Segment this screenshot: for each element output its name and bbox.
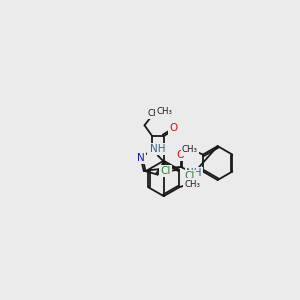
Text: Cl: Cl bbox=[184, 171, 194, 181]
Text: CH₃: CH₃ bbox=[157, 107, 172, 116]
Text: N: N bbox=[137, 153, 145, 163]
Text: N: N bbox=[148, 145, 156, 155]
Text: CH₃: CH₃ bbox=[184, 180, 200, 189]
Text: NH: NH bbox=[150, 144, 165, 154]
Text: NH: NH bbox=[186, 168, 202, 178]
Text: O: O bbox=[169, 123, 178, 134]
Text: CH₃: CH₃ bbox=[182, 146, 198, 154]
Text: Cl: Cl bbox=[160, 166, 170, 176]
Text: CH₂: CH₂ bbox=[147, 109, 163, 118]
Text: O: O bbox=[177, 150, 185, 160]
